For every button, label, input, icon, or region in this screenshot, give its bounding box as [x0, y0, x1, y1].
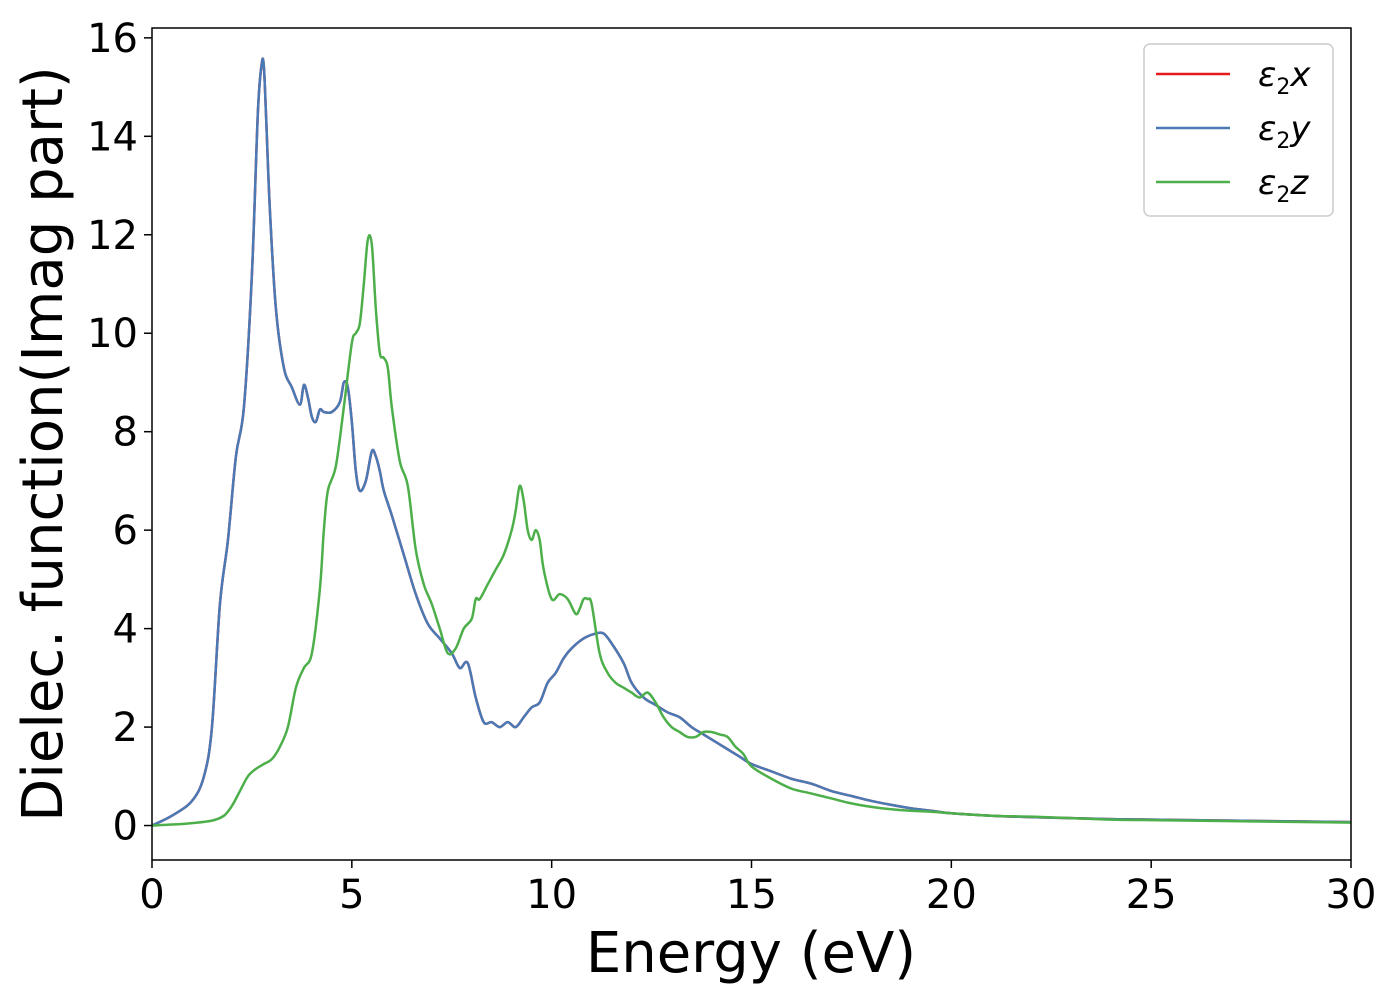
y-axis-ticks: 0 2 4 6 8 10 12 14 16: [87, 16, 152, 850]
y-axis-label: Dielec. function(Imag part): [11, 66, 76, 822]
series-layer: [152, 57, 1351, 827]
x-tick-label: 10: [526, 872, 577, 918]
y-tick-label: 10: [87, 311, 138, 357]
y-tick-label: 6: [113, 508, 138, 554]
series-line-y: [152, 57, 1351, 827]
y-tick-label: 12: [87, 213, 138, 259]
x-tick-label: 20: [926, 872, 977, 918]
legend-label-y: ε2y: [1258, 109, 1311, 154]
legend-label-x: ε2x: [1258, 55, 1311, 100]
y-tick-label: 4: [113, 607, 138, 653]
x-axis-ticks: 0 5 10 15 20 25 30: [139, 860, 1376, 918]
x-tick-label: 15: [726, 872, 777, 918]
x-tick-label: 0: [139, 872, 164, 918]
x-tick-label: 25: [1126, 872, 1177, 918]
series-line-z: [152, 234, 1351, 827]
x-tick-label: 30: [1326, 872, 1377, 918]
y-tick-label: 16: [87, 16, 138, 62]
y-tick-label: 2: [113, 705, 138, 751]
y-tick-label: 14: [87, 114, 138, 160]
x-axis-label: Energy (eV): [586, 921, 916, 986]
y-tick-label: 0: [113, 804, 138, 850]
legend: ε2x ε2y ε2z: [1143, 43, 1334, 217]
legend-frame: [1143, 43, 1334, 217]
x-tick-label: 5: [339, 872, 364, 918]
legend-label-z: ε2z: [1258, 163, 1309, 208]
y-tick-label: 8: [113, 410, 138, 456]
